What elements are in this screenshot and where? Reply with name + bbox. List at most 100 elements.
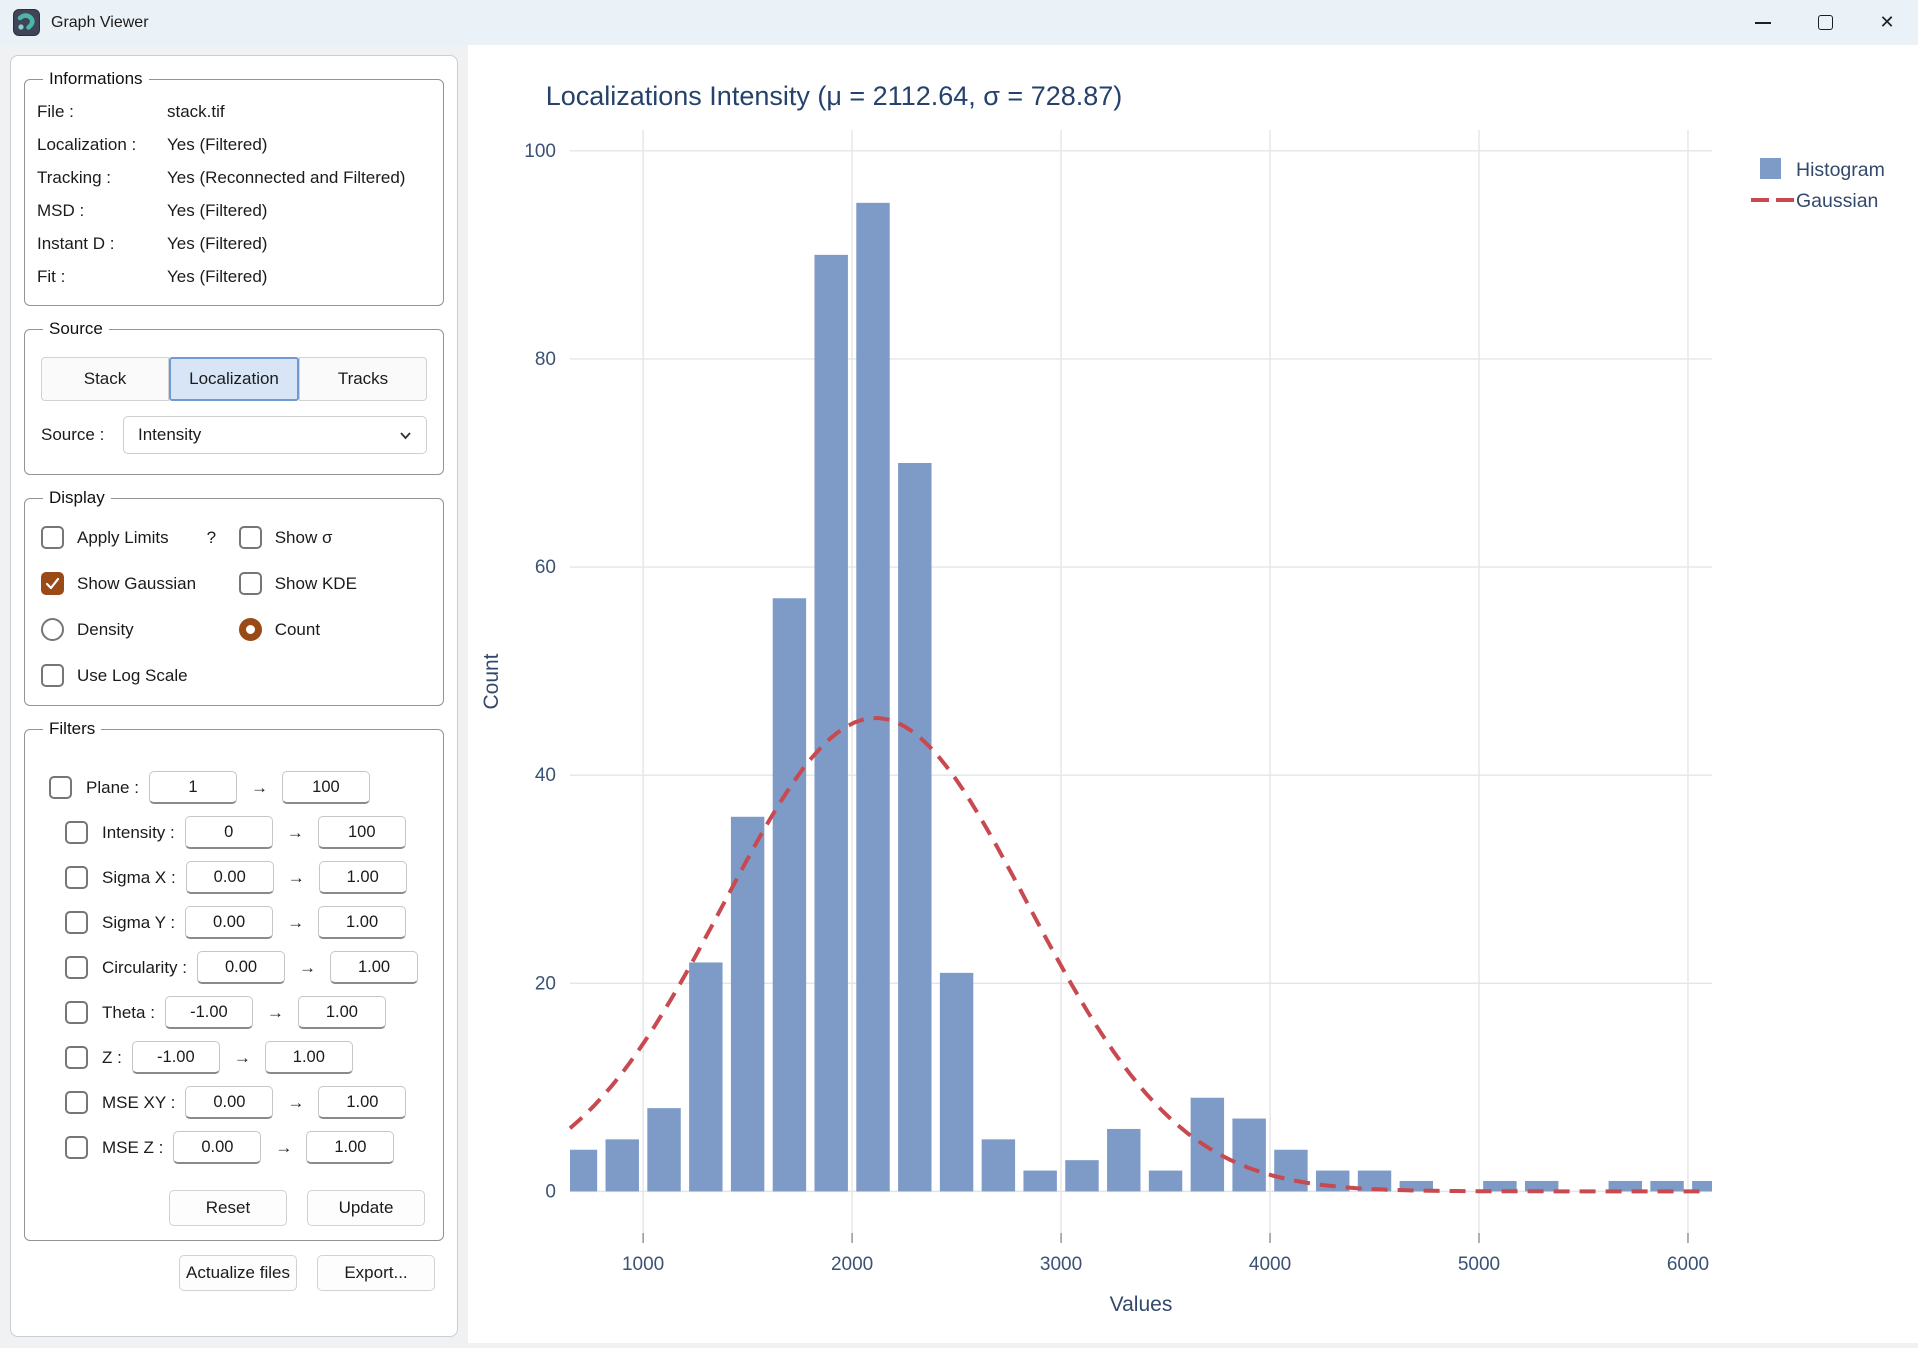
checkbox-show_gaussian[interactable]	[41, 572, 64, 595]
filter-label-intensity: Intensity :	[102, 822, 175, 842]
chart-title: Localizations Intensity (μ = 2112.64, σ …	[546, 81, 1123, 111]
filter-circularity-max[interactable]: 1.00	[330, 951, 419, 984]
histogram-bar-1900	[814, 254, 848, 1192]
info-label-5: Fit :	[37, 266, 66, 286]
checkbox-plane[interactable]	[49, 776, 72, 799]
histogram-bar-5700	[1608, 1180, 1642, 1192]
filter-mse_z-min[interactable]: 0.00	[173, 1131, 262, 1164]
option-show_sigma: Show σ	[238, 526, 427, 549]
option-label-count: Count	[274, 619, 321, 639]
info-value-2: Yes (Reconnected and Filtered)	[167, 167, 406, 187]
radio-count[interactable]	[238, 618, 262, 641]
filter-z-max[interactable]: 1.00	[264, 1041, 353, 1074]
actualize-files-button[interactable]: Actualize files	[179, 1255, 297, 1291]
filter-row-plane: Plane : 1 → 100	[49, 765, 431, 810]
info-value-4: Yes (Filtered)	[167, 233, 268, 253]
maximize-button[interactable]	[1794, 0, 1856, 45]
info-row-1: Localization : Yes (Filtered)	[37, 128, 431, 161]
filter-mse_xy-max[interactable]: 1.00	[318, 1086, 407, 1119]
filter-row-mse_xy: MSE XY : 0.00 → 1.00	[65, 1080, 431, 1125]
tab-label-localization: Localization	[189, 369, 279, 388]
check-icon	[45, 577, 60, 590]
app-icon	[13, 9, 40, 36]
tick-label-x-3000: 3000	[1040, 1254, 1082, 1275]
histogram-bar-4700	[1399, 1180, 1434, 1192]
checkbox-mse_z[interactable]	[65, 1136, 88, 1159]
info-label-1: Localization :	[37, 134, 137, 154]
filter-theta-max[interactable]: 1.00	[297, 996, 386, 1029]
info-value-0: stack.tif	[167, 101, 225, 121]
filter-row-mse_z: MSE Z : 0.00 → 1.00	[65, 1125, 431, 1170]
filter-row-circularity: Circularity : 0.00 → 1.00	[65, 945, 431, 990]
filter-plane-min[interactable]: 1	[148, 771, 237, 804]
checkbox-mse_xy[interactable]	[65, 1091, 88, 1114]
tick-label-y-40: 40	[535, 765, 556, 786]
update-button[interactable]: Update	[307, 1190, 425, 1226]
filter-sigma_x-max[interactable]: 1.00	[318, 861, 407, 894]
tick-label-x-4000: 4000	[1249, 1254, 1291, 1275]
filter-intensity-min[interactable]: 0	[184, 816, 273, 849]
tick-label-x-6000: 6000	[1667, 1254, 1709, 1275]
radio-density[interactable]	[41, 618, 64, 641]
tab-tracks[interactable]: Tracks	[299, 357, 427, 401]
filter-sigma_x-min[interactable]: 0.00	[185, 861, 274, 894]
checkbox-theta[interactable]	[65, 1001, 88, 1024]
filter-circularity-min[interactable]: 0.00	[197, 951, 286, 984]
histogram-bar-3300	[1107, 1128, 1141, 1192]
checkbox-use_log_scale[interactable]	[41, 664, 64, 687]
filter-label-z: Z :	[102, 1047, 122, 1067]
histogram-bar-1500	[730, 816, 765, 1192]
chevron-down-icon	[400, 431, 411, 439]
histogram-bar-1300	[689, 962, 723, 1192]
filter-label-sigma_x: Sigma X :	[102, 867, 176, 887]
minimize-button[interactable]	[1732, 0, 1794, 45]
histogram-bar-3700	[1190, 1097, 1225, 1192]
close-icon: ✕	[1879, 12, 1895, 32]
histogram-bar-3900	[1232, 1118, 1266, 1192]
checkbox-sigma_x[interactable]	[65, 866, 88, 889]
info-row-3: MSD : Yes (Filtered)	[37, 194, 431, 227]
filter-z-min[interactable]: -1.00	[131, 1041, 220, 1074]
filter-rows: Plane : 1 → 100 Intensity : 0 → 100 Sigma X : 0.0…	[37, 745, 431, 1170]
filter-row-theta: Theta : -1.00 → 1.00	[65, 990, 431, 1035]
tick-label-x-2000: 2000	[831, 1254, 873, 1275]
filter-row-sigma_y: Sigma Y : 0.00 → 1.00	[65, 900, 431, 945]
filter-intensity-max[interactable]: 100	[317, 816, 406, 849]
filter-row-sigma_x: Sigma X : 0.00 → 1.00	[65, 855, 431, 900]
filter-mse_xy-min[interactable]: 0.00	[185, 1086, 274, 1119]
export-button[interactable]: Export...	[317, 1255, 435, 1291]
option-count: Count	[238, 618, 427, 641]
checkbox-intensity[interactable]	[65, 821, 88, 844]
display-legend: Display	[49, 488, 105, 507]
histogram-bar-6100	[1692, 1180, 1712, 1192]
tab-stack[interactable]: Stack	[41, 357, 169, 401]
checkbox-show_kde[interactable]	[238, 572, 262, 595]
checkbox-apply_limits[interactable]	[41, 526, 64, 549]
tab-localization[interactable]: Localization	[169, 357, 299, 401]
informations-group: Informations File : stack.tif Localization…	[24, 69, 444, 306]
filter-theta-min[interactable]: -1.00	[164, 996, 253, 1029]
info-row-5: Fit : Yes (Filtered)	[37, 260, 431, 293]
option-apply_limits: Apply Limits?	[41, 526, 239, 549]
close-button[interactable]: ✕	[1856, 0, 1918, 45]
source-legend: Source	[49, 319, 103, 338]
maximize-icon	[1817, 15, 1833, 30]
checkbox-circularity[interactable]	[65, 956, 88, 979]
reset-button[interactable]: Reset	[169, 1190, 287, 1226]
checkbox-sigma_y[interactable]	[65, 911, 88, 934]
filters-legend: Filters	[49, 719, 96, 738]
checkbox-show_sigma[interactable]	[238, 526, 262, 549]
filter-plane-max[interactable]: 100	[281, 771, 370, 804]
option-show_kde: Show KDE	[238, 572, 427, 595]
info-row-2: Tracking : Yes (Reconnected and Filtered)	[37, 161, 431, 194]
source-dropdown[interactable]: Intensity	[123, 416, 427, 454]
informations-legend: Informations	[49, 69, 143, 88]
checkbox-z[interactable]	[65, 1046, 88, 1069]
filter-mse_z-max[interactable]: 1.00	[306, 1131, 395, 1164]
info-value-5: Yes (Filtered)	[167, 266, 268, 286]
filter-sigma_y-min[interactable]: 0.00	[185, 906, 274, 939]
filter-label-sigma_y: Sigma Y :	[102, 912, 176, 932]
filter-sigma_y-max[interactable]: 1.00	[318, 906, 407, 939]
arrow-icon: →	[250, 777, 268, 797]
arrow-icon: →	[287, 867, 305, 887]
